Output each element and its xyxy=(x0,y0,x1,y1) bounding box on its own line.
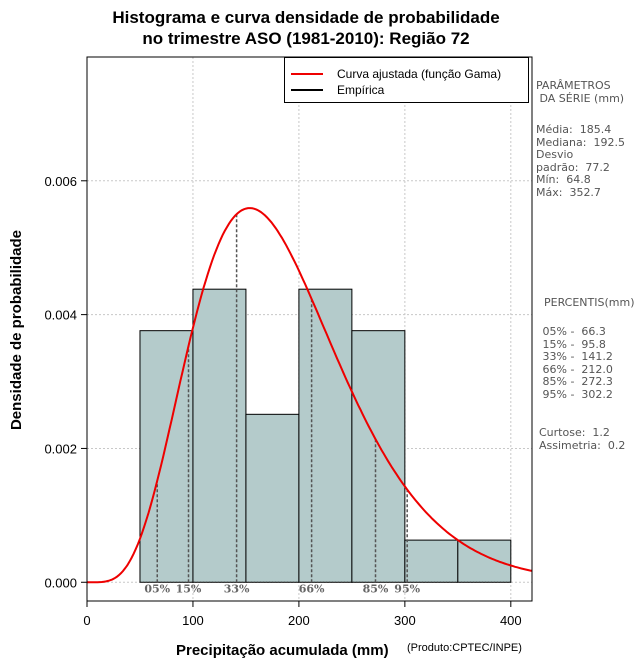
percentile-marker-label-2: 15% xyxy=(176,582,202,595)
gamma-fit-curve xyxy=(87,207,533,584)
product-credit: (Produto:CPTEC/INPE) xyxy=(407,642,522,654)
histogram-bar-4 xyxy=(298,288,353,583)
histogram-bar-7 xyxy=(457,539,512,583)
percentile-marker-label-6: 95% xyxy=(394,582,420,595)
series-parameters-title: PARÂMETROS DA SÉRIE (mm) xyxy=(536,79,625,105)
x-tick-label-1: 0 xyxy=(83,613,90,628)
x-tick-label-2: 100 xyxy=(182,613,204,628)
legend-label-fitted-curve: Curva ajustada (função Gama) xyxy=(337,67,502,81)
chart-title-line-1: Histograma e curva densidade de probabil… xyxy=(112,8,500,27)
percentiles-title: PERCENTIS(mm) xyxy=(544,296,635,309)
x-axis-label: Precipitação acumulada (mm) xyxy=(176,642,389,659)
percentile-marker-label-1: 05% xyxy=(144,582,170,595)
legend-label-empirical: Empírica xyxy=(337,83,385,97)
x-tick-label-3: 200 xyxy=(288,613,310,628)
chart-title-line-2: no trimestre ASO (1981-2010): Região 72 xyxy=(142,29,470,48)
legend-entry-empirical: Empírica xyxy=(291,82,384,98)
y-tick-label-4: 0.006 xyxy=(44,174,77,189)
legend-black-line-swatch xyxy=(291,89,323,91)
x-tick-label-5: 400 xyxy=(500,613,522,628)
y-axis-label: Densidade de probabilidade xyxy=(8,229,25,431)
x-tick-label-4: 300 xyxy=(394,613,416,628)
histogram-bar-1 xyxy=(139,330,194,583)
percentile-marker-label-5: 85% xyxy=(363,582,389,595)
percentile-marker-label-3: 33% xyxy=(224,582,250,595)
series-parameters-values: Média: 185.4 Mediana: 192.5 Desvio padrã… xyxy=(536,123,625,199)
y-tick-label-3: 0.004 xyxy=(44,308,77,323)
chart-legend: Curva ajustada (função Gama) Empírica xyxy=(284,57,529,103)
histogram-bar-3 xyxy=(245,413,300,583)
histogram-bar-6 xyxy=(404,539,459,583)
shape-statistics: Curtose: 1.2 Assimetria: 0.2 xyxy=(539,426,626,452)
legend-entry-fitted-curve: Curva ajustada (função Gama) xyxy=(291,66,501,82)
percentile-marker-label-4: 66% xyxy=(299,582,325,595)
histogram-bar-2 xyxy=(192,288,247,583)
y-tick-label-1: 0.000 xyxy=(44,575,77,590)
histogram-bar-5 xyxy=(351,330,406,583)
percentiles-values: 05% - 66.3 15% - 95.8 33% - 141.2 66% - … xyxy=(542,325,613,401)
y-tick-label-2: 0.002 xyxy=(44,441,77,456)
legend-red-line-swatch xyxy=(291,73,323,75)
